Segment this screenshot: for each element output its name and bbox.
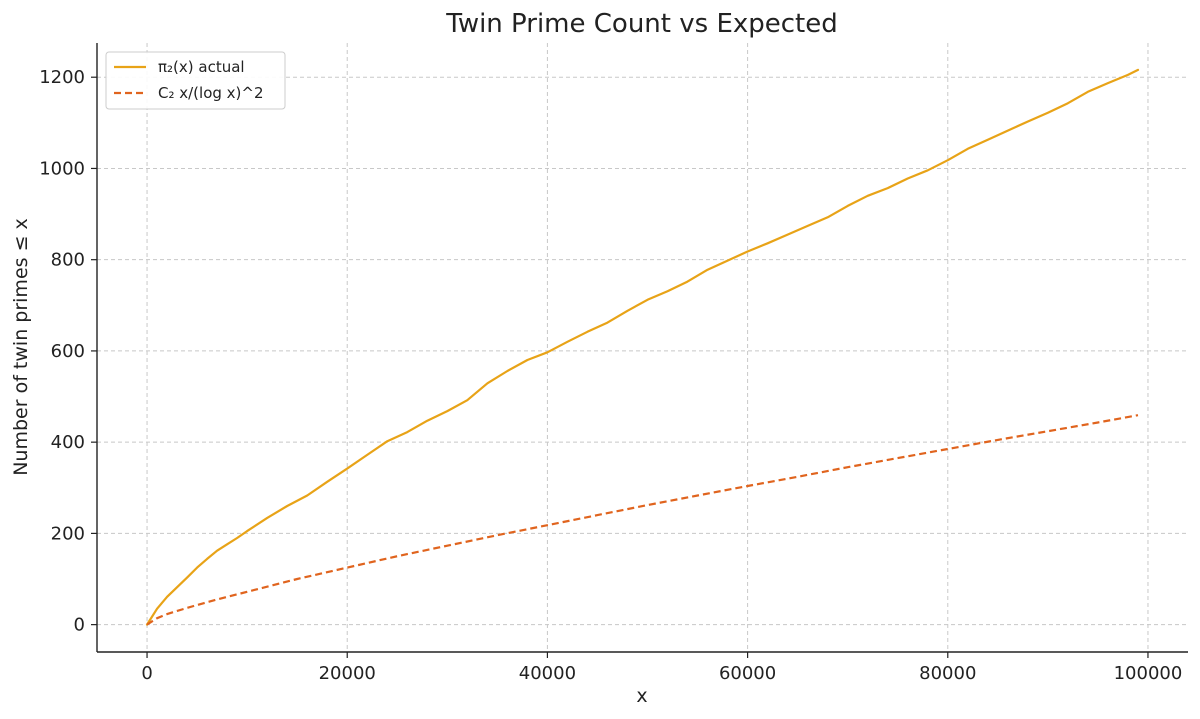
x-axis-label: x [636, 685, 647, 707]
series-line-1 [146, 414, 1139, 626]
y-tick-label: 1000 [39, 158, 85, 179]
series-line-0 [145, 68, 1140, 626]
x-tick-label: 40000 [519, 663, 576, 684]
x-tick-label: 0 [141, 663, 152, 684]
x-tick-label: 80000 [919, 663, 976, 684]
y-tick-label: 200 [51, 523, 85, 544]
legend: π₂(x) actual C₂ x/(log x)^2 [105, 51, 286, 110]
y-tick-label: 600 [51, 341, 85, 362]
y-tick-label: 800 [51, 250, 85, 271]
x-tick-label: 60000 [719, 663, 776, 684]
y-tick-label: 0 [74, 615, 85, 636]
chart-title: Twin Prime Count vs Expected [445, 9, 838, 39]
legend-label-1: C₂ x/(log x)^2 [158, 84, 264, 102]
legend-label-0: π₂(x) actual [158, 58, 245, 76]
legend-frame [105, 51, 286, 110]
series-layer [145, 68, 1140, 626]
axes: 0 20000 40000 60000 80000 100000 0 200 400 600 800… [39, 43, 1188, 684]
grid [97, 43, 1188, 652]
y-tick-label: 1200 [39, 67, 85, 88]
y-axis-label: Number of twin primes ≤ x [10, 218, 32, 476]
y-tick-label: 400 [51, 432, 85, 453]
x-tick-label: 100000 [1114, 663, 1183, 684]
x-tick-label: 20000 [319, 663, 376, 684]
